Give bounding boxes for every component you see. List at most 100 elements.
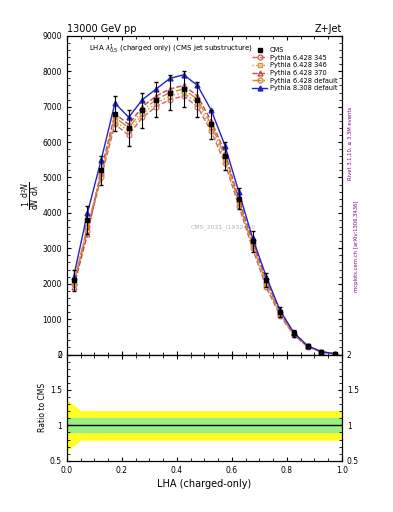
Pythia 6.428 370 [113,111,118,117]
Pythia 6.428 346 [278,311,283,317]
Pythia 6.428 345 [264,284,269,290]
X-axis label: LHA (charged-only): LHA (charged-only) [157,479,252,489]
Pythia 6.428 370 [278,309,283,315]
Pythia 8.308 default [292,330,296,336]
Pythia 6.428 346 [85,224,90,230]
Pythia 6.428 345 [154,103,159,110]
Text: Rivet 3.1.10, ≥ 3.3M events: Rivet 3.1.10, ≥ 3.3M events [348,106,353,180]
Legend: CMS, Pythia 6.428 345, Pythia 6.428 346, Pythia 6.428 370, Pythia 6.428 default,: CMS, Pythia 6.428 345, Pythia 6.428 346,… [251,46,339,93]
Line: Pythia 6.428 370: Pythia 6.428 370 [71,83,338,356]
Pythia 6.428 346 [154,100,159,106]
Pythia 6.428 345 [72,281,76,287]
Pythia 6.428 370 [182,82,186,89]
Line: Pythia 6.428 346: Pythia 6.428 346 [71,90,338,356]
Pythia 6.428 345 [209,129,214,135]
Pythia 6.428 default [99,171,104,177]
Pythia 6.428 345 [182,93,186,99]
Y-axis label: Ratio to CMS: Ratio to CMS [38,383,47,432]
Pythia 6.428 370 [319,349,324,355]
Pythia 6.428 370 [99,167,104,174]
Pythia 6.428 default [264,281,269,287]
Pythia 8.308 default [72,273,76,280]
Pythia 6.428 default [333,351,338,357]
Pythia 6.428 345 [319,349,324,355]
Pythia 6.428 370 [127,121,131,127]
Pythia 6.428 370 [140,103,145,110]
Pythia 6.428 370 [154,93,159,99]
Pythia 6.428 345 [333,351,338,357]
Pythia 6.428 345 [140,114,145,120]
Pythia 6.428 346 [209,125,214,131]
Pythia 6.428 default [140,107,145,113]
Pythia 6.428 346 [195,100,200,106]
Pythia 6.428 370 [209,118,214,124]
Text: 13000 GeV pp: 13000 GeV pp [67,24,136,34]
Pythia 8.308 default [85,210,90,216]
Pythia 6.428 370 [264,277,269,283]
Pythia 6.428 346 [292,331,296,337]
Pythia 8.308 default [182,72,186,78]
Pythia 6.428 default [305,344,310,350]
Text: Z+Jet: Z+Jet [314,24,342,34]
Pythia 6.428 default [237,199,241,205]
Pythia 6.428 346 [250,242,255,248]
Pythia 8.308 default [333,351,338,357]
Pythia 6.428 370 [250,238,255,244]
Pythia 6.428 default [278,311,283,317]
Pythia 6.428 346 [319,349,324,355]
Pythia 6.428 345 [278,312,283,318]
Pythia 8.308 default [99,157,104,163]
Pythia 6.428 345 [127,132,131,138]
Pythia 8.308 default [237,188,241,195]
Pythia 8.308 default [209,107,214,113]
Pythia 6.428 default [72,281,76,287]
Line: Pythia 6.428 345: Pythia 6.428 345 [71,94,338,356]
Pythia 6.428 default [127,125,131,131]
Pythia 6.428 370 [222,150,227,156]
Pythia 8.308 default [264,273,269,280]
Bar [67,418,342,433]
Pythia 6.428 346 [140,111,145,117]
Pythia 6.428 default [85,224,90,230]
Pythia 6.428 default [182,86,186,92]
Pythia 6.428 default [222,153,227,159]
Pythia 8.308 default [154,86,159,92]
Pythia 6.428 370 [237,196,241,202]
Pythia 8.308 default [278,307,283,313]
Pythia 6.428 345 [305,344,310,350]
Pythia 6.428 370 [333,351,338,357]
Pythia 6.428 370 [195,93,200,99]
Pythia 6.428 370 [168,86,173,92]
Pythia 6.428 346 [305,344,310,350]
Pythia 6.428 346 [113,118,118,124]
Pythia 8.308 default [168,75,173,81]
Pythia 6.428 346 [222,157,227,163]
Y-axis label: $\frac{1}{\mathrm{d}N} \frac{\mathrm{d}^2 N}{\mathrm{d}\lambda}$: $\frac{1}{\mathrm{d}N} \frac{\mathrm{d}^… [21,181,41,209]
Text: LHA $\lambda^{1}_{0.5}$ (charged only) (CMS jet substructure): LHA $\lambda^{1}_{0.5}$ (charged only) (… [89,42,253,55]
Pythia 6.428 345 [250,245,255,251]
Line: Pythia 8.308 default: Pythia 8.308 default [71,72,338,356]
Pythia 8.308 default [127,114,131,120]
Pythia 8.308 default [305,343,310,349]
Pythia 8.308 default [222,142,227,148]
Pythia 8.308 default [140,96,145,102]
Pythia 8.308 default [250,234,255,241]
Pythia 6.428 370 [72,284,76,290]
Pythia 6.428 370 [85,231,90,237]
Pythia 6.428 346 [127,129,131,135]
Pythia 6.428 default [168,90,173,96]
Pythia 6.428 346 [99,171,104,177]
Pythia 8.308 default [113,100,118,106]
Pythia 6.428 345 [85,227,90,233]
Pythia 6.428 346 [237,199,241,205]
Pythia 6.428 346 [333,351,338,357]
Pythia 6.428 default [154,96,159,102]
Pythia 8.308 default [319,349,324,355]
Pythia 6.428 345 [99,175,104,181]
Line: Pythia 6.428 default: Pythia 6.428 default [71,87,338,356]
Pythia 8.308 default [195,82,200,89]
Pythia 6.428 345 [237,203,241,209]
Pythia 6.428 345 [195,103,200,110]
Pythia 6.428 370 [292,330,296,336]
Pythia 6.428 345 [222,160,227,166]
